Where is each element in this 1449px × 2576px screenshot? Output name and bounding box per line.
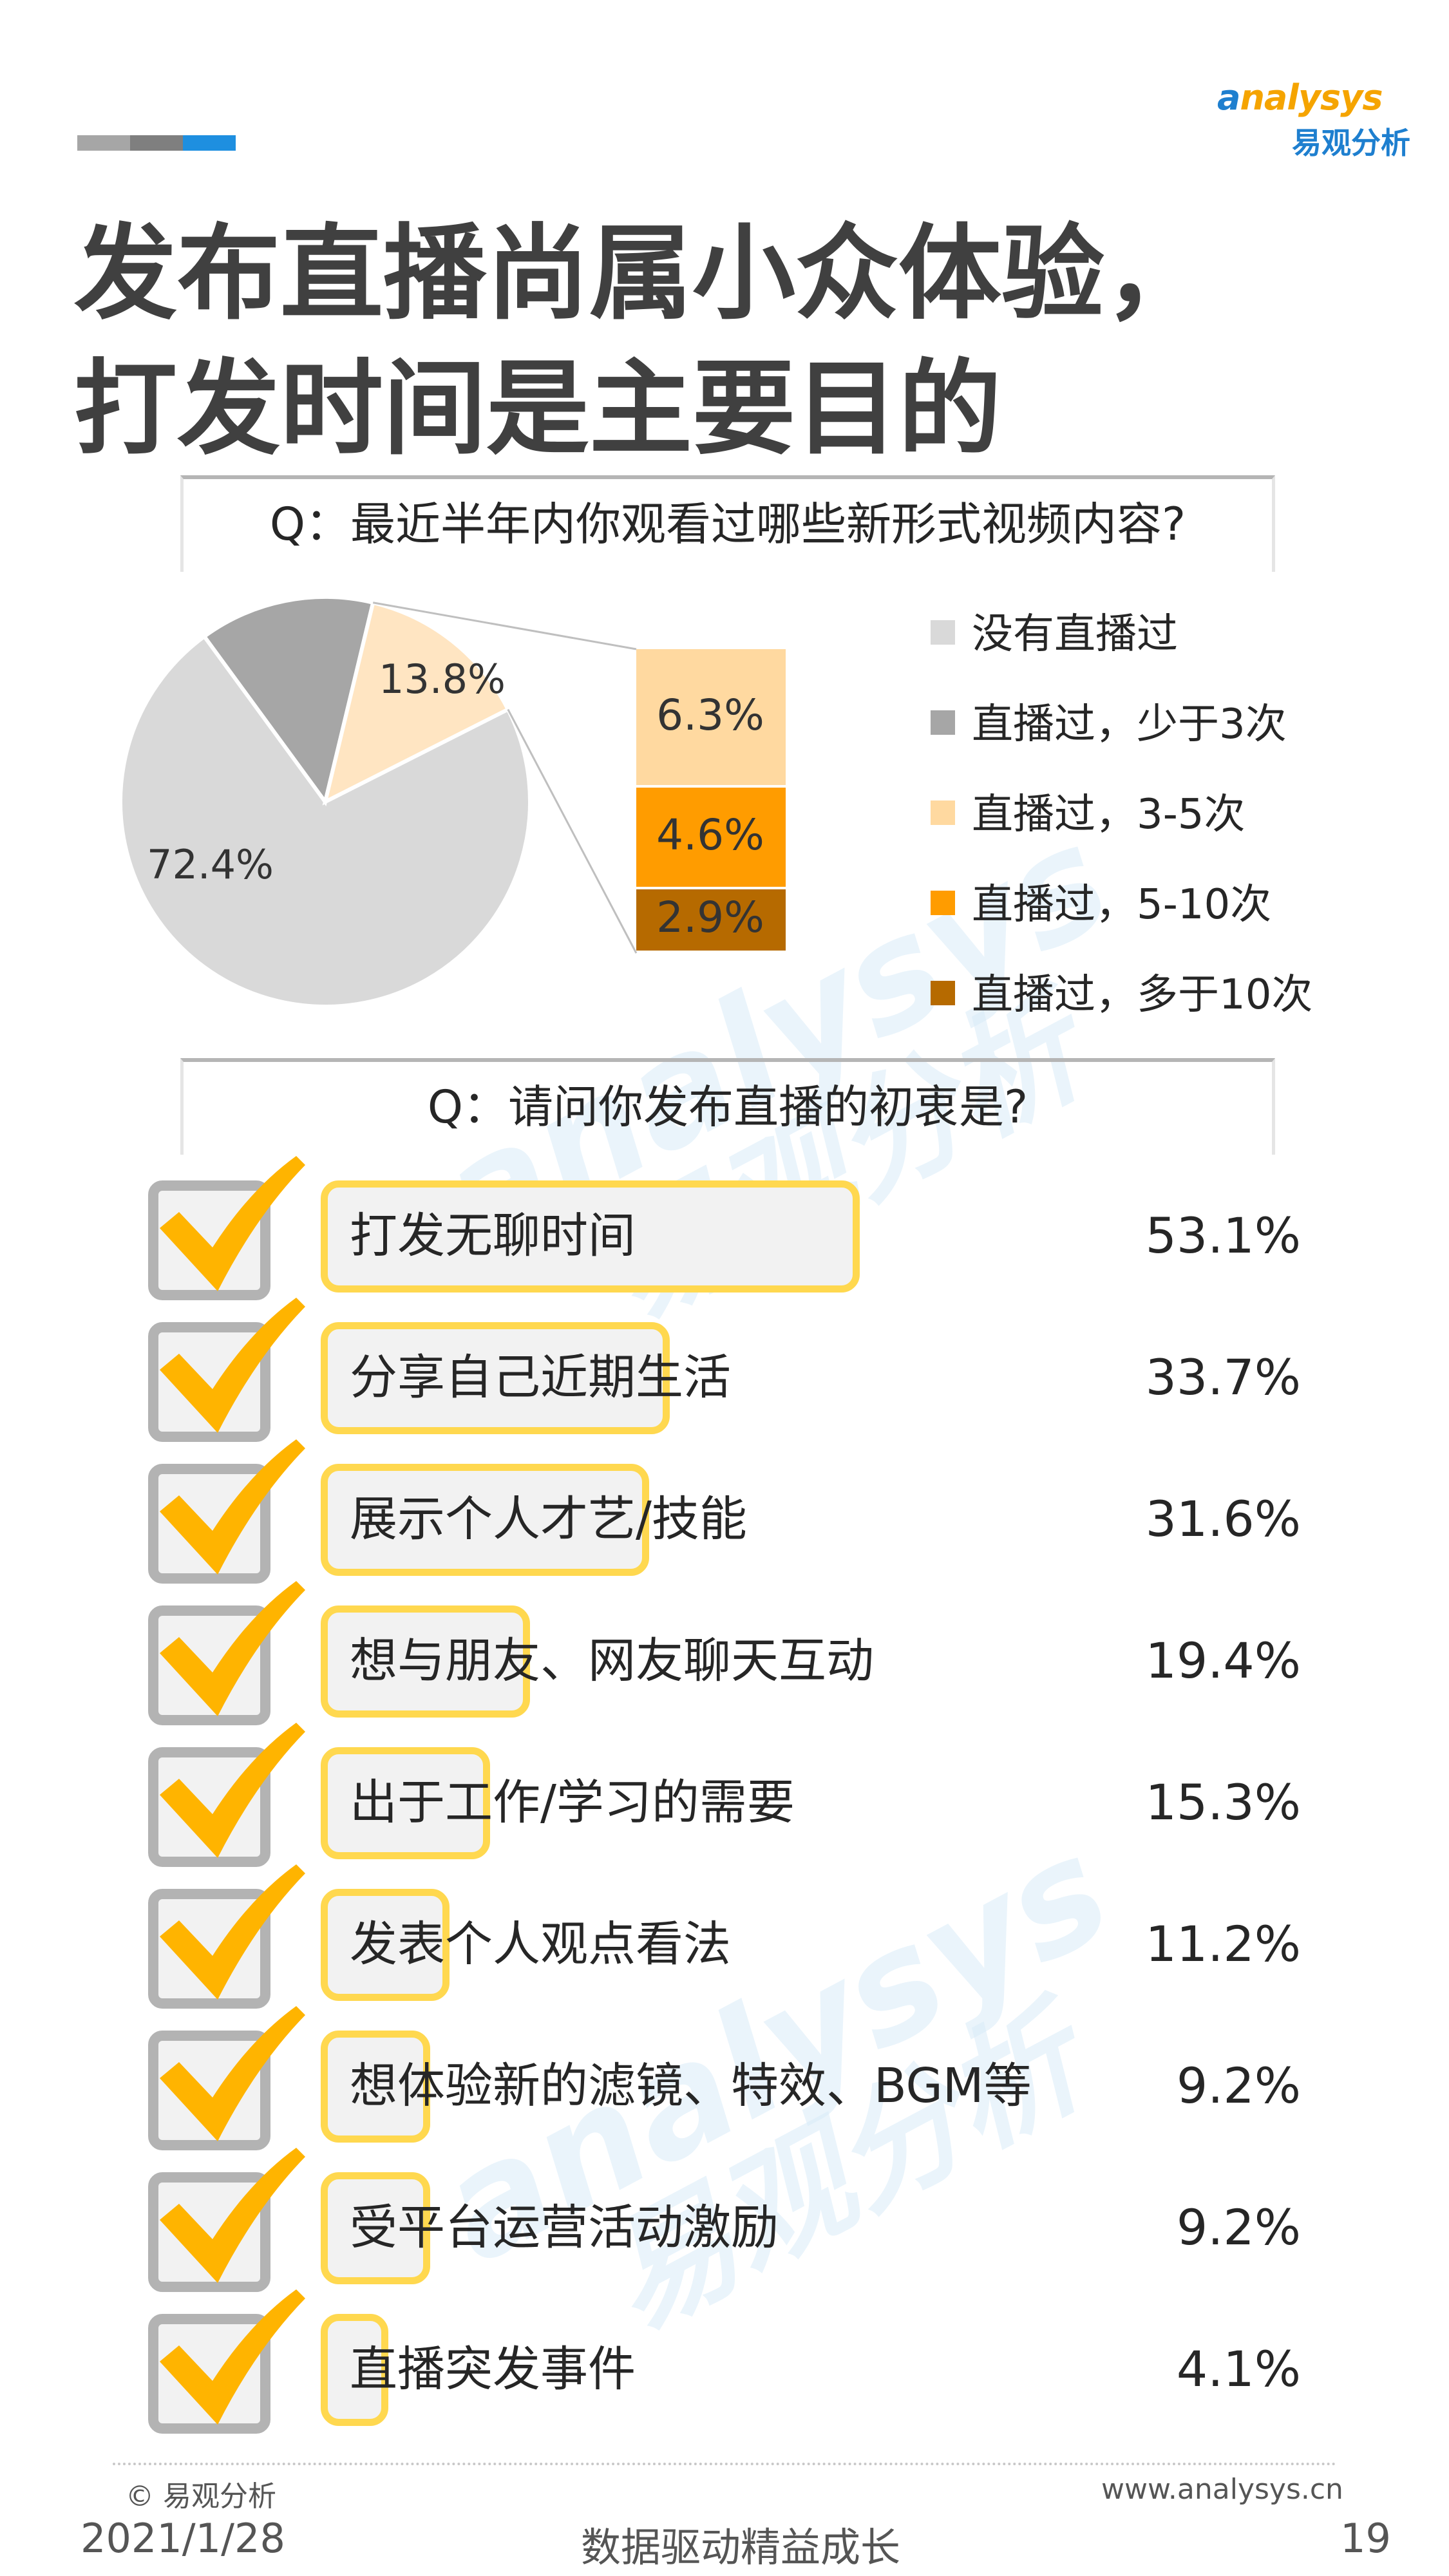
brand-logo-en: analysys (1217, 77, 1410, 118)
reason-value: 11.2% (1145, 1915, 1301, 1973)
reason-row: 展示个人才艺/技能 31.6% (0, 1439, 1449, 1587)
footer-date: 2021/1/28 (80, 2515, 285, 2562)
legend-swatch (931, 620, 955, 645)
breakout-stack (636, 649, 786, 953)
reason-value: 4.1% (1176, 2340, 1301, 2398)
question-1: Q：最近半年内你观看过哪些新形式视频内容? (180, 475, 1275, 572)
checkmark-icon (160, 2006, 305, 2141)
header-bar-segment-2 (130, 135, 183, 151)
breakout-label-5-10: 4.6% (656, 810, 764, 860)
pie-slice-3-plus (322, 600, 511, 806)
pie-connector-line (507, 708, 638, 954)
reason-row: 直播突发事件 4.1% (0, 2289, 1449, 2438)
breakout-label-3-5: 6.3% (656, 690, 764, 740)
reason-value: 53.1% (1145, 1207, 1301, 1264)
brand-logo-en-a: a (1217, 77, 1240, 118)
brand-logo-en-rest: nalysys (1240, 77, 1383, 118)
checkmark-icon (160, 1864, 305, 2000)
checkmark-icon (160, 1298, 305, 1433)
legend-label: 直播过，少于3次 (972, 701, 1287, 748)
legend-swatch (931, 891, 955, 916)
reason-bar (321, 2031, 430, 2143)
checkmark-icon (160, 1581, 305, 1716)
reason-row: 受平台运营活动激励 9.2% (0, 2148, 1449, 2296)
breakout-segment-over-10 (636, 889, 786, 951)
reason-bar (321, 1464, 650, 1576)
footer-url: www.analysys.cn (1101, 2473, 1343, 2506)
header-bar-segment-3 (183, 135, 236, 151)
reason-bar (321, 2314, 388, 2426)
footer-slogan: 数据驱动精益成长 (580, 2524, 900, 2571)
reason-row: 想体验新的滤镜、特效、BGM等 9.2% (0, 2006, 1449, 2154)
legend-swatch (931, 800, 955, 826)
pie-chart (118, 595, 638, 1009)
reason-label: 打发无聊时间 (350, 1208, 636, 1264)
legend-item-under-3: 直播过，少于3次 (931, 696, 1420, 753)
legend-swatch (931, 710, 955, 735)
reason-label: 分享自己近期生活 (350, 1350, 731, 1405)
reason-row: 打发无聊时间 53.1% (0, 1156, 1449, 1304)
reason-label: 想与朋友、网友聊天互动 (350, 1633, 874, 1689)
reason-row: 出于工作/学习的需要 15.3% (0, 1723, 1449, 1871)
pie-slices (118, 595, 532, 1009)
page-title-line-2: 打发时间是主要目的 (74, 348, 1002, 469)
reason-bar (321, 1180, 860, 1293)
legend-item-no-live: 没有直播过 (931, 605, 1420, 663)
legend-label: 直播过，3-5次 (972, 791, 1245, 838)
footer-copyright: © 易观分析 (126, 2480, 276, 2513)
reason-bar (321, 1889, 450, 2001)
pie-slice-no-live (118, 634, 532, 1009)
reason-bar (321, 1322, 670, 1434)
reason-value: 15.3% (1145, 1774, 1301, 1831)
breakout-segment-5-10 (636, 788, 786, 887)
reason-value: 19.4% (1145, 1632, 1301, 1689)
reason-row: 分享自己近期生活 33.7% (0, 1298, 1449, 1446)
checkmark-icon (160, 2289, 305, 2425)
legend-item-5-10: 直播过，5-10次 (931, 876, 1420, 934)
pie-connectors (372, 601, 638, 954)
reason-value: 9.2% (1176, 2199, 1301, 2256)
reason-value: 31.6% (1145, 1490, 1301, 1548)
checkmark-icon (160, 1156, 305, 1291)
brand-logo-cn: 易观分析 (1292, 126, 1410, 160)
legend-item-3-5: 直播过，3-5次 (931, 786, 1420, 844)
reason-label: 出于工作/学习的需要 (350, 1775, 795, 1830)
reason-label: 想体验新的滤镜、特效、BGM等 (350, 2058, 1032, 2114)
pie-slice-under-3 (202, 595, 375, 807)
legend-swatch (931, 981, 955, 1006)
reason-label: 展示个人才艺/技能 (350, 1492, 747, 1547)
checkmark-icon (160, 1723, 305, 1858)
pie-label-no-live: 72.4% (147, 841, 274, 888)
checkmark-icon (160, 2148, 305, 2283)
page-title-line-1: 发布直播尚属小众体验， (74, 213, 1208, 334)
reason-bar (321, 1605, 530, 1718)
reason-value: 33.7% (1145, 1349, 1301, 1406)
legend-label: 没有直播过 (972, 611, 1178, 658)
checkmark-icon (160, 1439, 305, 1575)
page-number: 19 (1340, 2515, 1391, 2562)
breakout-segment-3-5 (636, 649, 786, 786)
legend-label: 直播过，多于10次 (972, 971, 1313, 1019)
reason-row: 想与朋友、网友聊天互动 19.4% (0, 1581, 1449, 1729)
question-2: Q：请问你发布直播的初衷是? (180, 1058, 1275, 1155)
reason-bar (321, 2172, 430, 2284)
pie-connector-line (372, 601, 637, 650)
pie-label-under-3: 13.8% (379, 656, 506, 703)
reason-label: 受平台运营活动激励 (350, 2200, 779, 2255)
legend-label: 直播过，5-10次 (972, 881, 1272, 929)
reason-label: 直播突发事件 (350, 2342, 636, 2397)
reason-bar (321, 1747, 490, 1859)
legend-item-over-10: 直播过，多于10次 (931, 966, 1420, 1024)
footer-divider (113, 2463, 1336, 2465)
breakout-label-over-10: 2.9% (656, 893, 764, 943)
reason-value: 9.2% (1176, 2057, 1301, 2114)
reason-label: 发表个人观点看法 (350, 1917, 731, 1972)
reason-row: 发表个人观点看法 11.2% (0, 1864, 1449, 2012)
header-bar-segment-1 (77, 135, 130, 151)
